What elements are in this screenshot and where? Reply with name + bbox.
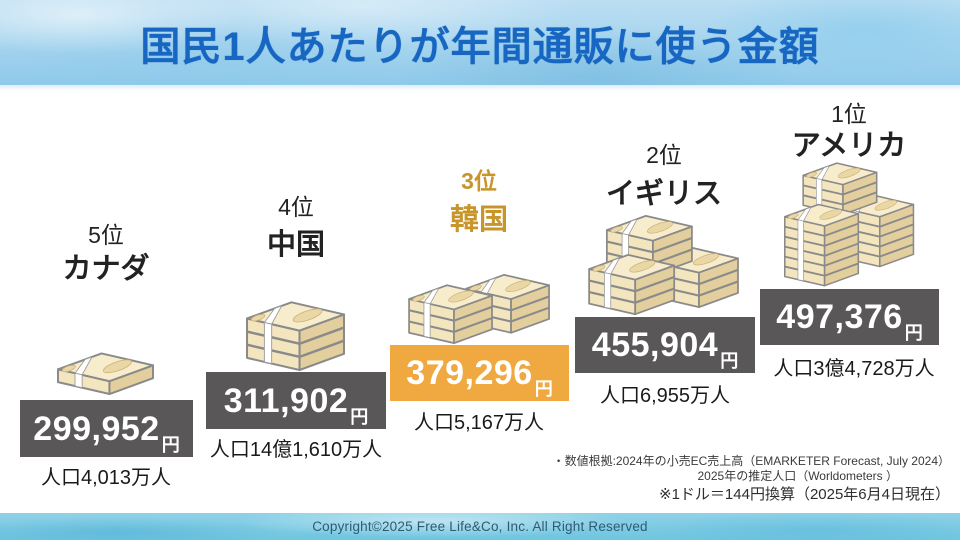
amount-value-china: 311,902 xyxy=(223,381,349,420)
population-label-usa: 人口3億4,728万人 xyxy=(773,358,935,380)
country-name-china: 中国 xyxy=(266,229,325,261)
amount-unit-usa: 円 xyxy=(904,322,923,343)
amount-unit-canada: 円 xyxy=(161,434,180,455)
rank-label-china: 4位 xyxy=(278,194,314,220)
rank-label-usa: 1位 xyxy=(831,101,867,127)
amount-value-usa: 497,376 xyxy=(776,298,903,336)
population-label-china: 人口14億1,610万人 xyxy=(209,439,383,461)
money-stack-icon-uk xyxy=(588,214,740,316)
amount-plate-korea: 379,296 円 xyxy=(390,345,569,401)
copyright-text: Copyright©2025 Free Life&Co, Inc. All Ri… xyxy=(312,519,648,534)
money-stack-icon-canada xyxy=(56,352,154,396)
money-stack-icon-korea xyxy=(408,273,551,345)
money-stack-icon-usa xyxy=(783,162,915,287)
footnote-source-sales: ・数値根拠:2024年の小売EC売上高（EMARKETER Forecast, … xyxy=(552,454,950,468)
amount-unit-korea: 円 xyxy=(534,378,553,399)
country-name-usa: アメリカ xyxy=(791,130,907,162)
amount-plate-uk: 455,904 円 xyxy=(575,317,755,373)
footnote-source-population: 2025年の推定人口（Worldometers ） xyxy=(697,469,899,483)
population-label-canada: 人口4,013万人 xyxy=(40,467,172,489)
money-stack-icon-china xyxy=(245,301,346,372)
amount-value-canada: 299,952 xyxy=(33,409,160,448)
country-name-korea: 韓国 xyxy=(449,204,508,236)
footnote-exchange-rate: ※1ドル＝144円換算（2025年6月4日現在） xyxy=(659,486,950,503)
amount-value-uk: 455,904 xyxy=(591,326,719,364)
population-label-korea: 人口5,167万人 xyxy=(413,412,545,434)
country-name-uk: イギリス xyxy=(605,178,722,210)
amount-plate-usa: 497,376 円 xyxy=(760,289,939,345)
amount-unit-uk: 円 xyxy=(720,350,739,371)
amount-plate-china: 311,902 円 xyxy=(206,372,386,429)
rank-label-canada: 5位 xyxy=(88,222,124,248)
footer-band: Copyright©2025 Free Life&Co, Inc. All Ri… xyxy=(0,513,960,540)
country-name-canada: カナダ xyxy=(62,253,150,285)
footnotes: ・数値根拠:2024年の小売EC売上高（EMARKETER Forecast, … xyxy=(553,454,950,504)
header-band: 国民1人あたりが年間通販に使う金額 xyxy=(0,0,960,91)
rank-label-uk: 2位 xyxy=(646,142,682,168)
amount-value-korea: 379,296 xyxy=(406,354,533,392)
page-title: 国民1人あたりが年間通販に使う金額 xyxy=(140,24,820,69)
rank-label-korea: 3位 xyxy=(461,168,497,194)
amount-plate-canada: 299,952 円 xyxy=(20,400,193,457)
population-label-uk: 人口6,955万人 xyxy=(599,385,731,407)
amount-unit-china: 円 xyxy=(350,406,369,427)
